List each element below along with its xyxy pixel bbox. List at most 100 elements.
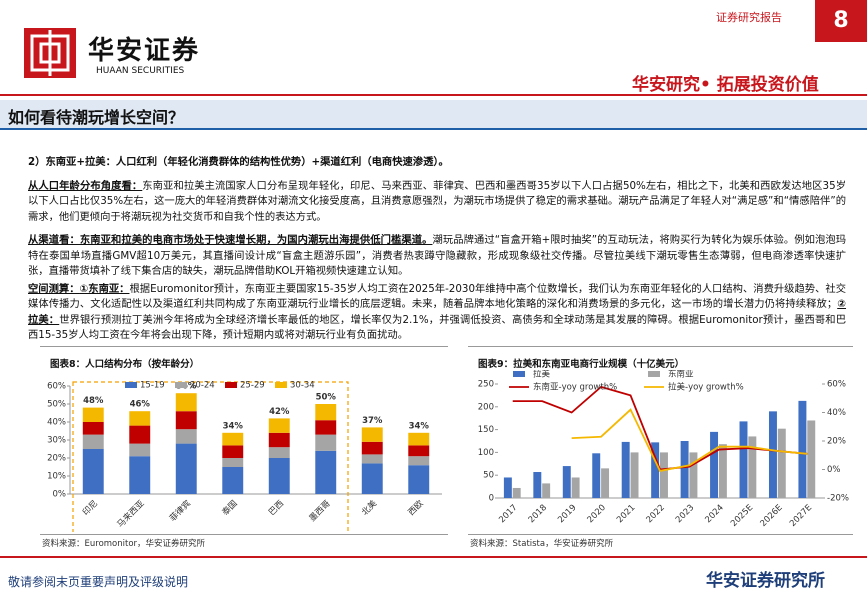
bar-segment <box>82 434 104 449</box>
chart-rule <box>468 346 853 347</box>
y-tick-label: 20% <box>827 437 846 447</box>
x-tick-label: 2022 <box>645 503 667 525</box>
bar-segment <box>408 432 430 446</box>
y-tick-label: 30% <box>47 436 66 446</box>
y-tick-label: 150 <box>478 425 494 435</box>
section-bar <box>0 100 867 130</box>
bar-segment <box>82 407 104 422</box>
chart-rule <box>40 346 448 347</box>
bar-segment <box>408 445 430 457</box>
bar-segment <box>175 393 197 412</box>
y-tick-label: 20% <box>47 454 66 464</box>
page-number: 8 <box>815 0 867 42</box>
bar-segment <box>129 425 151 444</box>
y-tick-label: 0 <box>489 494 494 504</box>
legend-label: 拉美-yoy growth% <box>668 382 744 393</box>
x-tick-label: 2026E <box>759 503 785 529</box>
legend-label: 20-24 <box>190 381 215 391</box>
y-tick-label: 50% <box>47 400 66 410</box>
x-tick-label: 泰国 <box>220 498 240 518</box>
chart-source: 资料来源：Statista，华安证券研究所 <box>470 539 614 549</box>
bar <box>689 452 698 498</box>
chart-source: 资料来源：Euromonitor，华安证券研究所 <box>42 539 206 549</box>
x-tick-label: 2025E <box>729 503 755 529</box>
text: ①东南亚： <box>79 282 130 295</box>
chart-rule <box>468 534 853 535</box>
chart-rule <box>40 534 448 535</box>
x-tick-label: 西欧 <box>406 498 426 518</box>
bar-segment <box>82 449 104 494</box>
logo-emblem <box>24 28 76 78</box>
footer-disclaimer: 敬请参阅末页重要声明及评级说明 <box>8 575 189 589</box>
bar-segment <box>408 456 430 466</box>
x-tick-label: 巴西 <box>267 499 286 518</box>
bar-segment <box>175 411 197 430</box>
x-tick-label: 2018 <box>527 503 549 525</box>
x-tick-label: 2023 <box>674 503 696 525</box>
legend-swatch <box>648 371 660 377</box>
legend-swatch <box>175 382 187 388</box>
paragraph: 从渠道看：东南亚和拉美的电商市场处于快速增长期，为国内潮玩出海提供低门槛渠道。潮… <box>28 233 846 280</box>
text: 潮玩品牌通过“盲盒开箱+限时抽奖”的互动玩法，将购买行为转化为娱乐体验。例如泡泡… <box>28 234 847 277</box>
bar <box>512 487 521 498</box>
bar <box>748 436 757 498</box>
logo-en: HUAAN SECURITIES <box>96 66 185 76</box>
bar-segment <box>222 467 244 494</box>
footer-rule <box>0 556 867 558</box>
total-label: 34% <box>409 421 430 431</box>
bar-segment <box>268 418 290 433</box>
bar-segment <box>129 411 151 426</box>
bar-segment <box>129 443 151 457</box>
legend-label: 东南亚-yoy growth% <box>533 382 617 393</box>
bar <box>503 477 512 498</box>
legend-label: 30-34 <box>290 381 315 391</box>
bar-segment <box>361 441 383 455</box>
x-tick-label: 印尼 <box>80 498 100 518</box>
text: 从渠道看：东南亚和拉美的电商市场处于快速增长期，为国内潮玩出海提供低门槛渠道。 <box>28 234 433 246</box>
legend-swatch <box>513 371 525 377</box>
bar <box>601 468 610 498</box>
bar <box>621 441 630 498</box>
bar-segment <box>361 463 383 494</box>
text: ②拉美： <box>28 298 847 326</box>
total-label: 50% <box>316 393 337 403</box>
text: 根据Euromonitor预计，东南亚主要国家15-35岁人均工资在2025年-… <box>28 282 847 311</box>
bar-segment <box>268 458 290 494</box>
header-rule <box>0 94 867 96</box>
x-tick-label: 2027E <box>788 503 814 529</box>
legend-swatch <box>125 382 137 388</box>
text: 东南亚和拉美主流国家人口分布呈现年轻化，印尼、马来西亚、菲律宾、巴西和墨西哥35… <box>28 179 847 223</box>
y-tick-label: 40% <box>47 418 66 428</box>
body-text: 2）东南亚+拉美：人口红利（年轻化消费群体的结构性优势）+渠道红利（电商快速渗透… <box>28 155 846 352</box>
paragraph: 空间测算：①东南亚：根据Euromonitor预计，东南亚主要国家15-35岁人… <box>28 282 846 344</box>
total-label: 42% <box>269 407 290 417</box>
bar <box>798 400 807 498</box>
bar <box>777 428 786 498</box>
bar-segment <box>222 458 244 467</box>
x-tick-label: 2017 <box>497 503 519 525</box>
y-tick-label: 250 <box>478 380 494 390</box>
legend-swatch <box>275 382 287 388</box>
x-tick-label: 2020 <box>586 503 608 525</box>
x-tick-label: 北美 <box>359 498 379 518</box>
chart: 0 50 100 150 200 250 -20% 0% 20% 40% 60% 2017 2018 20… <box>478 370 849 529</box>
legend-label: 拉美 <box>533 370 551 380</box>
line <box>571 408 808 472</box>
bar-segment <box>222 432 244 446</box>
bar <box>592 453 601 498</box>
total-label: 48% <box>83 396 104 406</box>
bar <box>630 452 639 498</box>
y-tick-label: 100 <box>478 448 494 458</box>
total-label: 37% <box>362 416 383 426</box>
paragraph: 从人口年龄分布角度看：东南亚和拉美主流国家人口分布呈现年轻化，印尼、马来西亚、菲… <box>28 179 846 226</box>
text: 世界银行预测拉丁美洲今年将成为全球经济增长率最低的地区，增长率仅为2.1%，并强… <box>28 313 847 342</box>
legend-label: 东南亚 <box>668 370 694 380</box>
x-tick-label: 墨西哥 <box>308 498 333 523</box>
bar <box>651 442 660 498</box>
bar-segment <box>361 427 383 442</box>
chart-title: 图表9：拉美和东南亚电商行业规模（十亿美元） <box>478 359 685 370</box>
bar <box>807 420 816 498</box>
y-tick-label: 60% <box>827 380 846 390</box>
chart: 0%10%20%30%40%50%60%印尼48%马来西亚46%菲律宾56%泰国… <box>47 381 442 532</box>
y-tick-label: 50 <box>483 471 494 481</box>
